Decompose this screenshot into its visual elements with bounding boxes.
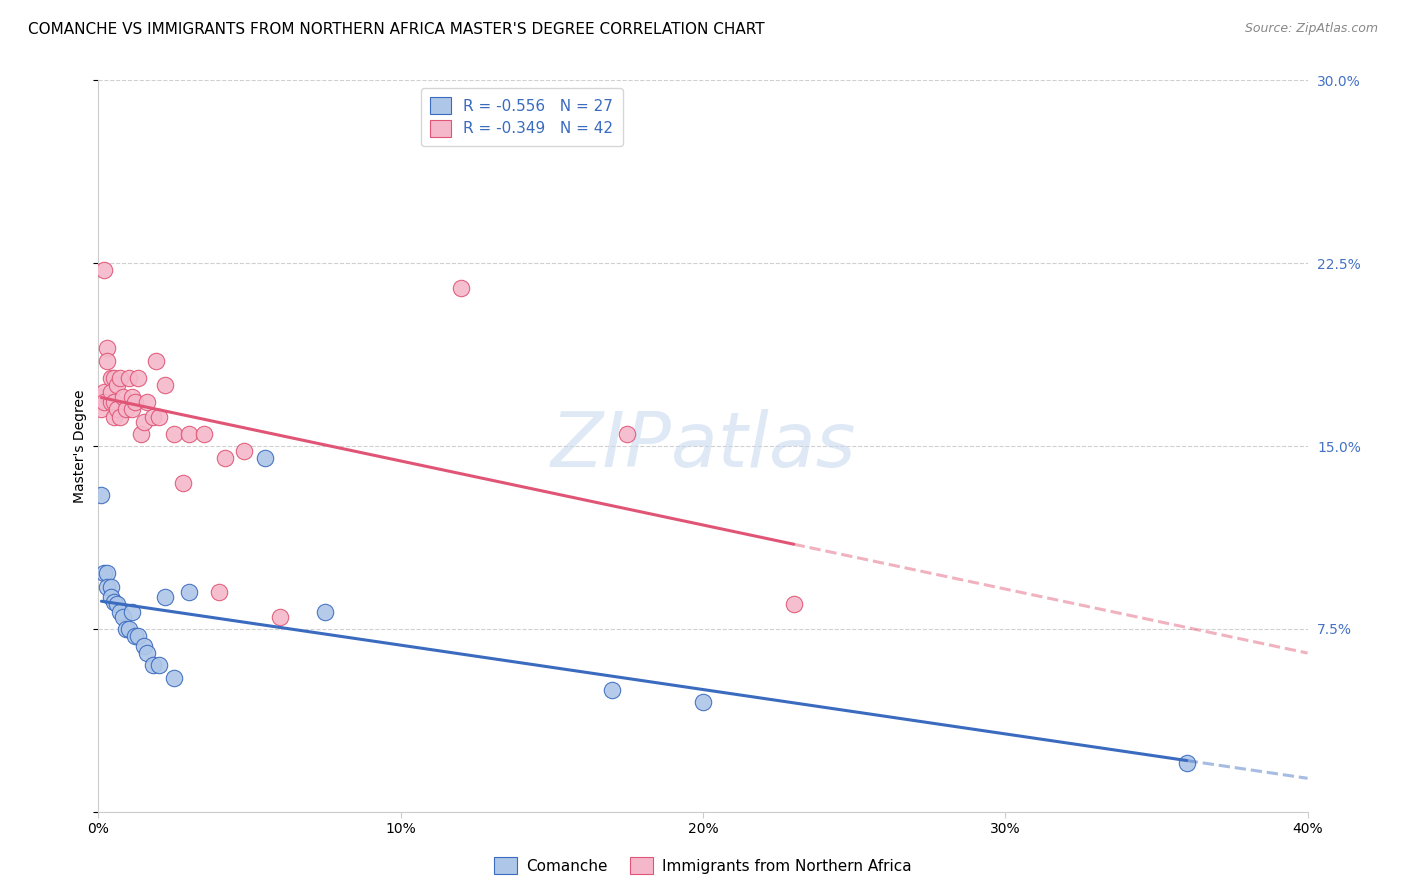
Point <box>90 488 112 502</box>
Point <box>103 395 125 409</box>
Point <box>214 451 236 466</box>
Point <box>135 395 157 409</box>
Point <box>93 395 115 409</box>
Point <box>692 695 714 709</box>
Text: COMANCHE VS IMMIGRANTS FROM NORTHERN AFRICA MASTER'S DEGREE CORRELATION CHART: COMANCHE VS IMMIGRANTS FROM NORTHERN AFR… <box>28 22 765 37</box>
Point <box>100 590 122 604</box>
Point <box>96 581 118 595</box>
Y-axis label: Master's Degree: Master's Degree <box>73 389 87 503</box>
Point <box>111 609 134 624</box>
Point <box>114 402 136 417</box>
Point <box>103 595 125 609</box>
Point <box>127 370 149 384</box>
Point <box>93 385 115 400</box>
Point <box>90 390 112 404</box>
Point <box>208 585 231 599</box>
Point <box>105 378 128 392</box>
Point <box>103 409 125 424</box>
Point <box>96 353 118 368</box>
Point <box>118 370 141 384</box>
Point <box>96 342 118 356</box>
Point <box>93 566 115 580</box>
Point <box>163 671 186 685</box>
Point <box>103 370 125 384</box>
Point <box>121 605 143 619</box>
Point <box>179 426 201 441</box>
Point <box>108 370 131 384</box>
Point <box>121 402 143 417</box>
Point <box>783 598 806 612</box>
Text: Source: ZipAtlas.com: Source: ZipAtlas.com <box>1244 22 1378 36</box>
Point <box>90 402 112 417</box>
Point <box>108 605 131 619</box>
Point <box>145 353 167 368</box>
Point <box>135 646 157 660</box>
Point <box>616 426 638 441</box>
Point <box>111 390 134 404</box>
Point <box>450 280 472 294</box>
Legend: R = -0.556   N = 27, R = -0.349   N = 42: R = -0.556 N = 27, R = -0.349 N = 42 <box>420 88 623 145</box>
Point <box>148 409 170 424</box>
Point <box>127 629 149 643</box>
Point <box>602 682 624 697</box>
Point <box>93 263 115 277</box>
Point <box>153 378 176 392</box>
Point <box>193 426 215 441</box>
Point <box>314 605 336 619</box>
Text: ZIPatlas: ZIPatlas <box>550 409 856 483</box>
Point <box>118 622 141 636</box>
Point <box>172 475 194 490</box>
Point <box>179 585 201 599</box>
Point <box>153 590 176 604</box>
Point <box>132 639 155 653</box>
Legend: Comanche, Immigrants from Northern Africa: Comanche, Immigrants from Northern Afric… <box>488 851 918 880</box>
Point <box>108 409 131 424</box>
Point <box>142 658 165 673</box>
Point <box>124 629 146 643</box>
Point <box>148 658 170 673</box>
Point <box>129 426 152 441</box>
Point <box>105 402 128 417</box>
Point <box>100 370 122 384</box>
Point <box>100 385 122 400</box>
Point <box>100 395 122 409</box>
Point <box>1175 756 1198 770</box>
Point <box>114 622 136 636</box>
Point <box>163 426 186 441</box>
Point <box>269 609 291 624</box>
Point <box>124 395 146 409</box>
Point <box>142 409 165 424</box>
Point <box>253 451 276 466</box>
Point <box>132 415 155 429</box>
Point <box>96 566 118 580</box>
Point <box>232 443 254 458</box>
Point <box>121 390 143 404</box>
Point <box>100 581 122 595</box>
Point <box>105 598 128 612</box>
